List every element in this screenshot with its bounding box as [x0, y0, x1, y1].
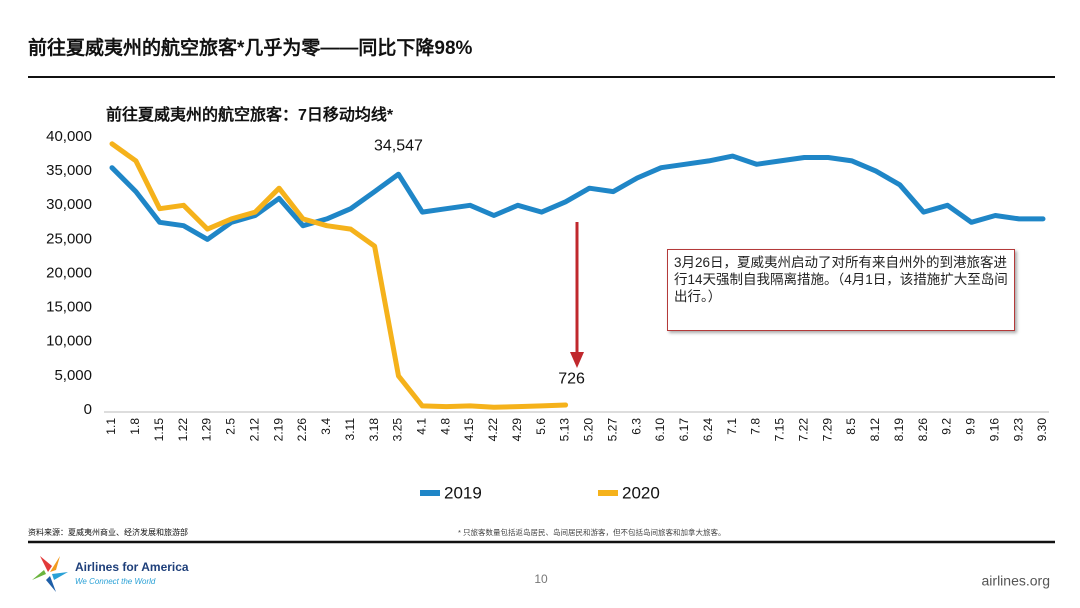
x-tick-label: 6.24	[701, 418, 715, 442]
data-label: 726	[558, 370, 585, 387]
site: airlines.org	[982, 573, 1050, 589]
data-label: 34,547	[374, 137, 423, 154]
x-tick-label: 8.26	[916, 418, 930, 442]
x-tick-label: 8.12	[868, 418, 882, 442]
footnote: * 只旅客数量包括返岛居民、岛间居民和游客，但不包括岛间旅客和加拿大旅客。	[458, 527, 726, 537]
x-tick-label: 6.10	[653, 418, 667, 442]
x-tick-label: 7.29	[820, 418, 834, 442]
x-tick-label: 5.27	[605, 418, 619, 442]
x-tick-label: 7.8	[749, 418, 763, 435]
x-tick-label: 6.3	[629, 418, 643, 435]
x-tick-label: 2.12	[247, 418, 261, 442]
x-tick-label: 2.19	[271, 418, 285, 442]
x-tick-label: 9.23	[1011, 418, 1025, 442]
x-tick-label: 5.6	[534, 418, 548, 435]
slide-title: 前往夏威夷州的航空旅客*几乎为零——同比下降98%	[28, 36, 473, 59]
y-tick-label: 5,000	[54, 367, 92, 384]
x-tick-label: 2.26	[295, 418, 309, 442]
x-tick-label: 1.8	[128, 418, 142, 435]
y-tick-label: 30,000	[46, 196, 92, 213]
source: 资料来源：夏威夷州商业、经济发展和旅游部	[28, 527, 188, 537]
x-tick-label: 9.30	[1035, 418, 1049, 442]
x-tick-label: 7.1	[725, 418, 739, 435]
x-tick-label: 3.18	[367, 418, 381, 442]
y-tick-label: 10,000	[46, 333, 92, 350]
x-tick-label: 5.20	[582, 418, 596, 442]
x-tick-label: 9.9	[964, 418, 978, 435]
legend-label: 2019	[444, 483, 482, 502]
logo-text: Airlines for America	[75, 560, 189, 574]
x-tick-label: 1.1	[104, 418, 118, 435]
y-tick-label: 0	[84, 401, 92, 418]
y-tick-label: 15,000	[46, 299, 92, 316]
x-tick-label: 9.16	[987, 418, 1001, 442]
x-tick-label: 3.25	[391, 418, 405, 442]
x-tick-label: 9.2	[940, 418, 954, 435]
series-line	[109, 141, 569, 410]
x-tick-label: 2.5	[224, 418, 238, 435]
x-tick-label: 4.1	[415, 418, 429, 435]
y-tick-label: 25,000	[46, 230, 92, 247]
logo-mark	[32, 556, 68, 592]
y-tick-label: 20,000	[46, 264, 92, 281]
x-tick-label: 8.19	[892, 418, 906, 442]
x-tick-label: 4.15	[462, 418, 476, 442]
x-tick-label: 1.22	[176, 418, 190, 442]
legend-label: 2020	[622, 483, 660, 502]
annotation-box: 3月26日，夏威夷州启动了对所有来自州外的到港旅客进行14天强制自我隔离措施。（…	[667, 249, 1015, 331]
x-tick-label: 4.29	[510, 418, 524, 442]
logo-tagline: We Connect the World	[75, 577, 156, 586]
x-tick-label: 3.11	[343, 418, 357, 441]
arrow-head	[570, 352, 584, 368]
y-tick-label: 35,000	[46, 162, 92, 179]
series-line	[109, 153, 1046, 242]
x-tick-label: 7.22	[796, 418, 810, 442]
y-tick-label: 40,000	[46, 128, 92, 145]
x-tick-label: 5.13	[558, 418, 572, 442]
chart-title: 前往夏威夷州的航空旅客：7日移动均线*	[106, 105, 394, 124]
x-tick-label: 7.15	[773, 418, 787, 442]
page-number: 10	[534, 572, 548, 586]
x-tick-label: 1.15	[152, 418, 166, 442]
x-tick-label: 4.22	[486, 418, 500, 442]
x-tick-label: 3.4	[319, 418, 333, 435]
x-tick-label: 1.29	[200, 418, 214, 442]
x-tick-label: 4.8	[438, 418, 452, 435]
x-tick-label: 8.5	[844, 418, 858, 435]
x-tick-label: 6.17	[677, 418, 691, 442]
